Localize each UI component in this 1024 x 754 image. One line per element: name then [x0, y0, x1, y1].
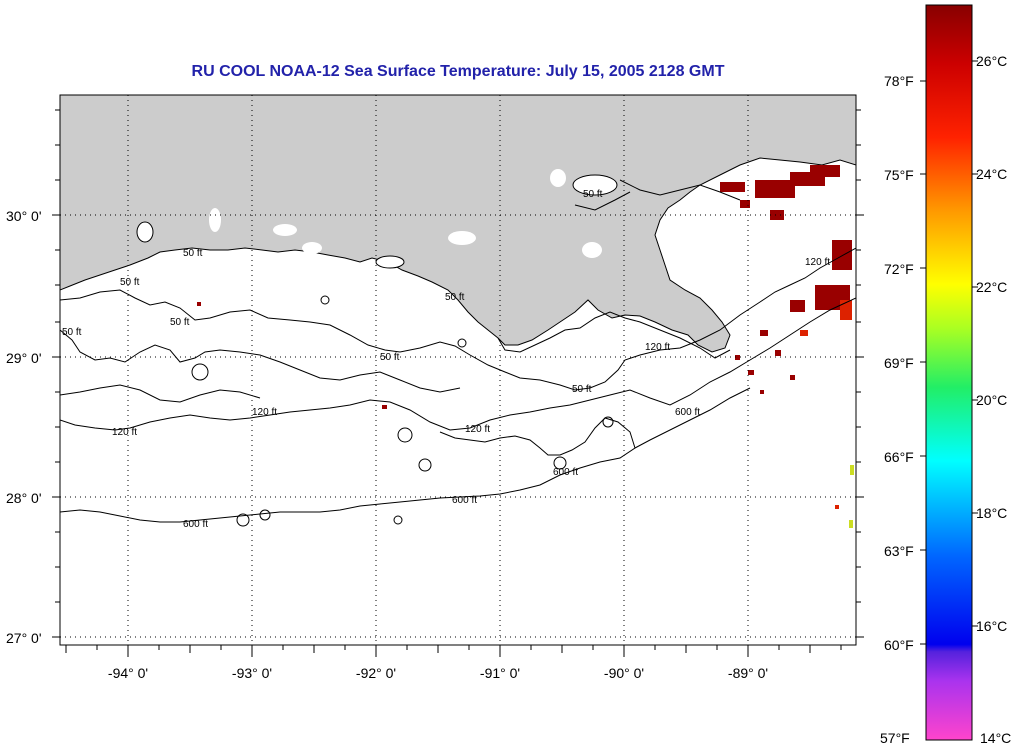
contour-label: 120 ft — [465, 424, 490, 435]
contour-label: 50 ft — [380, 352, 400, 363]
sst-pixels-warm — [800, 300, 852, 509]
colorbar-c-label: 16°C — [976, 618, 1007, 634]
colorbar — [925, 4, 973, 741]
plot-frame — [59, 94, 857, 646]
land-mass — [60, 95, 856, 353]
contour-label: 50 ft — [445, 292, 465, 303]
graticule — [60, 95, 856, 645]
contour-label: 50 ft — [583, 189, 603, 200]
lon-label: -91° 0' — [480, 665, 520, 681]
lake — [550, 169, 566, 187]
lake — [136, 221, 154, 243]
lake — [448, 231, 476, 245]
colorbar-c-label: 18°C — [976, 505, 1007, 521]
lon-label: -94° 0' — [108, 665, 148, 681]
lake — [302, 242, 322, 254]
contour-label: 600 ft — [675, 407, 700, 418]
colorbar-f-label: 57°F — [880, 730, 910, 746]
contour-label: 120 ft — [252, 407, 277, 418]
colorbar-c-label: 24°C — [976, 166, 1007, 182]
contour-label: 600 ft — [553, 467, 578, 478]
lat-label: 27° 0' — [6, 630, 42, 646]
lon-label: -90° 0' — [604, 665, 644, 681]
contour-label-group: 50 ft 50 ft 50 ft 50 ft 50 ft 50 ft 50 f… — [62, 189, 830, 530]
lake — [375, 255, 405, 269]
lake — [209, 208, 221, 232]
contour-label: 120 ft — [805, 257, 830, 268]
map-title: RU COOL NOAA-12 Sea Surface Temperature:… — [191, 63, 725, 80]
colorbar-f-label: 72°F — [884, 261, 914, 277]
colorbar-f-label: 78°F — [884, 73, 914, 89]
contour-label: 120 ft — [112, 427, 137, 438]
colorbar-f-label: 60°F — [884, 637, 914, 653]
colorbar-c-label: 22°C — [976, 279, 1007, 295]
sst-pixels-cool — [849, 465, 854, 528]
contours — [60, 179, 856, 527]
lake — [582, 242, 602, 258]
colorbar-f-label: 66°F — [884, 449, 914, 465]
lat-label: 28° 0' — [6, 490, 42, 506]
colorbar-f-label: 69°F — [884, 355, 914, 371]
lake — [273, 224, 297, 236]
lon-label: -93° 0' — [232, 665, 272, 681]
colorbar-ticks-f — [920, 60, 978, 645]
lon-label: -92° 0' — [356, 665, 396, 681]
colorbar-f-label: 75°F — [884, 167, 914, 183]
lon-label: -89° 0' — [728, 665, 768, 681]
lat-label: 30° 0' — [6, 208, 42, 224]
colorbar-f-label: 63°F — [884, 543, 914, 559]
contour-label: 50 ft — [62, 327, 82, 338]
contour-label: 50 ft — [572, 384, 592, 395]
contour-label: 120 ft — [645, 342, 670, 353]
lake — [572, 174, 618, 196]
contour-label: 600 ft — [452, 495, 477, 506]
colorbar-c-label: 26°C — [976, 53, 1007, 69]
contour-label: 50 ft — [183, 248, 203, 259]
colorbar-c-label: 14°C — [980, 730, 1011, 746]
lat-label: 29° 0' — [6, 350, 42, 366]
contour-label: 50 ft — [170, 317, 190, 328]
sst-pixels — [197, 165, 852, 409]
contour-label: 600 ft — [183, 519, 208, 530]
colorbar-c-label: 20°C — [976, 392, 1007, 408]
contour-label: 50 ft — [120, 277, 140, 288]
axis-ticks — [52, 109, 864, 657]
